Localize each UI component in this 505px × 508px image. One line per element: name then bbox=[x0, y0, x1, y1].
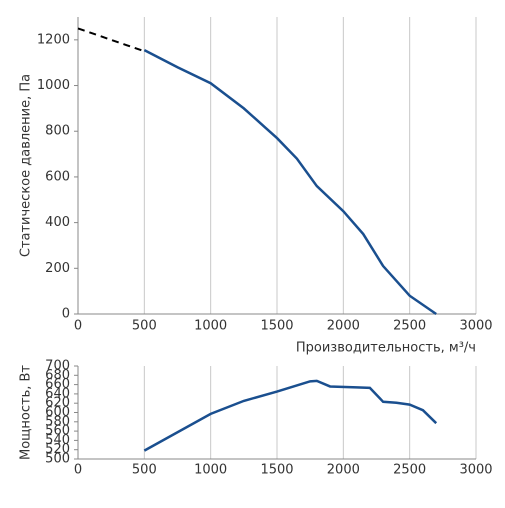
y-tick-label: 660 bbox=[45, 377, 70, 392]
x-tick-label: 0 bbox=[74, 463, 82, 478]
y-tick-label: 580 bbox=[45, 414, 70, 429]
y-tick-label: 560 bbox=[45, 424, 70, 439]
y-tick-label: 0 bbox=[62, 307, 70, 322]
x-tick-label: 1000 bbox=[194, 463, 227, 478]
y-tick-label: 500 bbox=[45, 452, 70, 467]
x-tick-label: 3000 bbox=[459, 463, 492, 478]
y-tick-label: 620 bbox=[45, 396, 70, 411]
y-tick-label: 520 bbox=[45, 442, 70, 457]
x-tick-label: 2000 bbox=[327, 463, 360, 478]
line bbox=[143, 49, 437, 316]
y-tick-label: 600 bbox=[45, 405, 70, 420]
x-tick-label: 1500 bbox=[260, 319, 293, 334]
x-tick-label: 1500 bbox=[260, 463, 293, 478]
y-tick-label: 540 bbox=[45, 433, 70, 448]
x-tick-label: 3000 bbox=[459, 319, 492, 334]
y-axis-label: Статическое давление, Па bbox=[19, 74, 34, 257]
y-tick-label: 200 bbox=[45, 261, 70, 276]
y-tick-label: 700 bbox=[45, 359, 70, 374]
x-tick-label: 2500 bbox=[393, 463, 426, 478]
x-tick-label: 2000 bbox=[327, 319, 360, 334]
x-tick-label: 1000 bbox=[194, 319, 227, 334]
y-tick-label: 1000 bbox=[37, 78, 70, 93]
y-tick-label: 640 bbox=[45, 386, 70, 401]
x-tick-label: 0 bbox=[74, 319, 82, 334]
line bbox=[77, 27, 145, 53]
y-tick-label: 800 bbox=[45, 124, 70, 139]
y-tick-label: 680 bbox=[45, 368, 70, 383]
x-axis-label: Производительность, м³/ч bbox=[296, 341, 476, 356]
line bbox=[143, 379, 438, 452]
y-tick-label: 600 bbox=[45, 169, 70, 184]
y-axis-label: Мощность, Вт bbox=[19, 365, 34, 460]
y-tick-label: 400 bbox=[45, 215, 70, 230]
x-tick-label: 500 bbox=[132, 319, 157, 334]
y-tick-label: 1200 bbox=[37, 32, 70, 47]
x-tick-label: 2500 bbox=[393, 319, 426, 334]
x-tick-label: 500 bbox=[132, 463, 157, 478]
